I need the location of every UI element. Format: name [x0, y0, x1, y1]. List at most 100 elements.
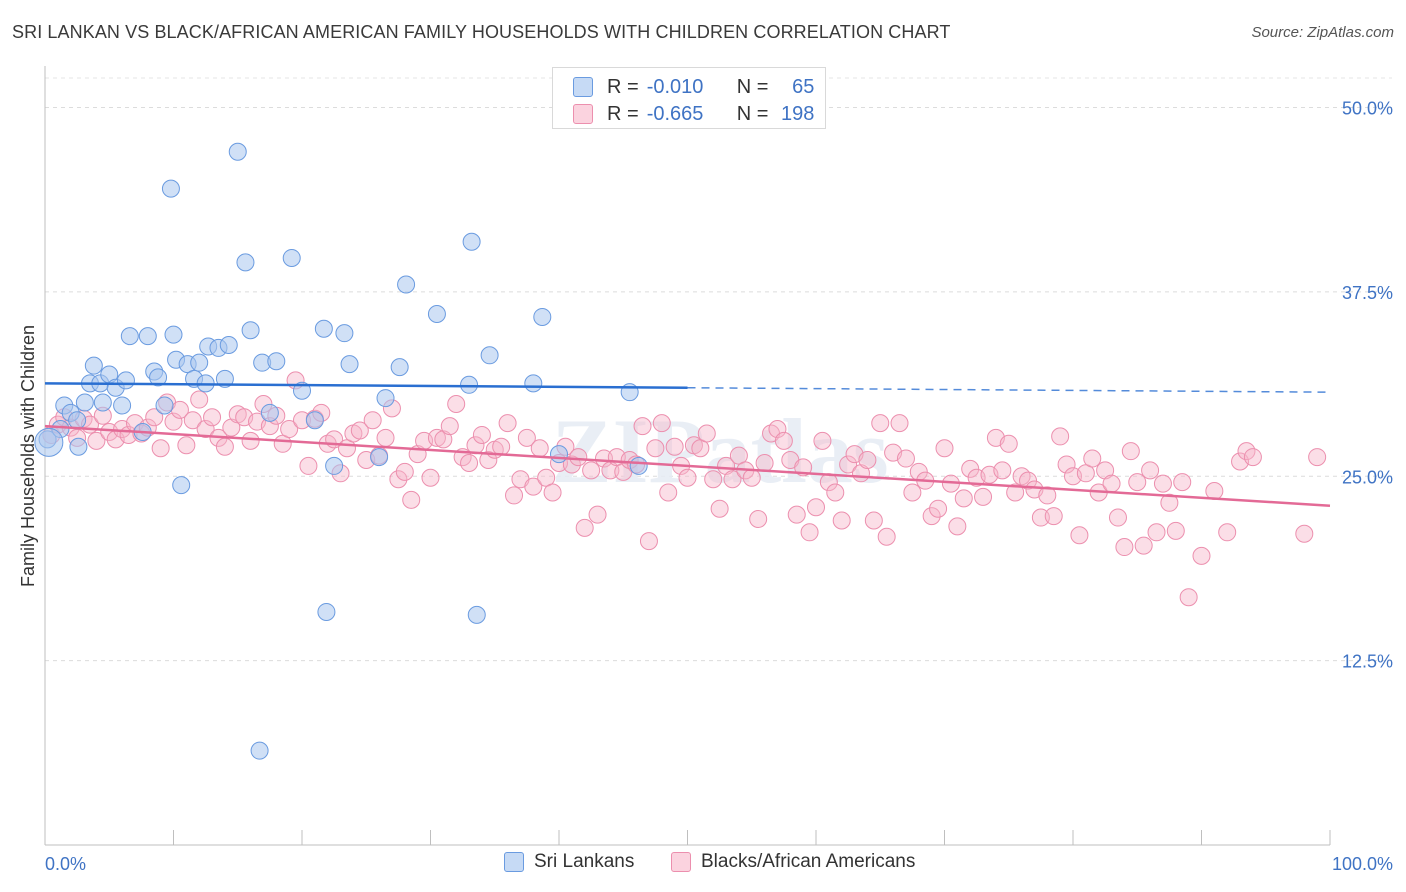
r-label: R =	[607, 75, 639, 98]
point-blacks	[1160, 493, 1179, 512]
point-blacks	[704, 470, 723, 489]
chart-title: SRI LANKAN VS BLACK/AFRICAN AMERICAN FAM…	[12, 22, 951, 42]
point-blacks	[183, 411, 202, 430]
point-blacks	[395, 462, 414, 481]
point-blacks	[376, 428, 395, 447]
point-blacks	[1205, 482, 1224, 500]
point-blacks	[652, 414, 671, 433]
point-blacks	[755, 453, 774, 472]
point-sri-lankans-large	[34, 427, 64, 457]
legend-label: Sri Lankans	[534, 851, 635, 872]
n-label: N =	[736, 102, 769, 125]
point-sri-lankans	[282, 248, 301, 267]
point-blacks	[1218, 523, 1237, 542]
point-blacks	[164, 412, 183, 431]
point-blacks	[575, 518, 594, 537]
point-blacks	[1038, 486, 1057, 505]
point-blacks	[498, 414, 517, 433]
point-blacks	[241, 431, 260, 450]
point-sri-lankans	[462, 232, 481, 251]
trend-line-sri-lankans	[44, 382, 688, 389]
x-tick-label: 0.0%	[45, 854, 86, 874]
point-blacks	[402, 490, 421, 509]
point-blacks	[280, 420, 299, 439]
point-sri-lankans	[172, 476, 191, 495]
point-blacks	[190, 390, 209, 409]
point-blacks	[530, 439, 549, 458]
point-blacks	[421, 468, 440, 487]
point-sri-lankans	[533, 307, 552, 326]
point-blacks	[903, 483, 922, 502]
point-sri-lankans	[629, 456, 648, 475]
bottom-legend: Sri Lankans Blacks/African Americans	[0, 851, 1406, 877]
point-blacks	[203, 408, 222, 427]
point-blacks	[864, 511, 883, 530]
point-blacks	[890, 414, 909, 433]
legend-label: Blacks/African Americans	[701, 851, 916, 872]
point-blacks	[723, 470, 742, 489]
stats-swatch-sri-lankans	[573, 77, 593, 97]
point-blacks	[1153, 474, 1172, 493]
point-sri-lankans	[524, 374, 543, 393]
point-blacks	[1128, 473, 1147, 492]
y-tick-label: 37.5%	[1342, 283, 1393, 303]
point-blacks	[447, 394, 466, 413]
point-sri-lankans	[460, 375, 479, 394]
point-sri-lankans	[75, 393, 94, 412]
point-blacks	[877, 527, 896, 546]
point-blacks	[492, 437, 511, 456]
point-blacks	[633, 417, 652, 436]
point-blacks	[922, 507, 941, 526]
point-sri-lankans	[250, 741, 269, 760]
trend-line-blacks	[44, 424, 1331, 507]
point-sri-lankans	[164, 325, 183, 344]
point-blacks	[999, 434, 1018, 453]
point-blacks	[1019, 471, 1038, 490]
data-points	[34, 142, 1327, 760]
point-blacks	[665, 437, 684, 456]
point-blacks	[1102, 474, 1121, 493]
legend-item-blacks[interactable]: Blacks/African Americans	[671, 851, 915, 873]
point-blacks	[1121, 442, 1140, 461]
r-value: -0.010	[646, 75, 704, 98]
point-blacks	[639, 532, 658, 551]
point-blacks	[1179, 588, 1198, 607]
point-blacks	[460, 453, 479, 472]
point-sri-lankans	[260, 403, 279, 422]
point-blacks	[1295, 524, 1314, 543]
point-sri-lankans	[370, 448, 389, 467]
point-blacks	[807, 498, 825, 517]
point-blacks	[582, 461, 601, 480]
point-blacks	[440, 417, 459, 436]
point-blacks	[954, 489, 973, 508]
point-sri-lankans	[317, 602, 336, 621]
point-blacks	[800, 523, 819, 542]
point-blacks	[826, 483, 845, 502]
point-blacks	[569, 448, 588, 467]
point-blacks	[145, 408, 164, 427]
point-sri-lankans	[325, 456, 344, 475]
point-blacks	[697, 424, 716, 443]
point-sri-lankans	[161, 179, 180, 198]
point-blacks	[871, 414, 890, 433]
point-blacks	[948, 517, 967, 536]
point-blacks	[1096, 461, 1115, 480]
point-sri-lankans	[480, 346, 499, 365]
point-blacks	[717, 456, 736, 475]
point-sri-lankans	[467, 605, 486, 624]
point-sri-lankans	[305, 411, 324, 430]
point-blacks	[1192, 546, 1211, 565]
point-sri-lankans	[236, 253, 255, 272]
point-blacks	[1308, 448, 1327, 467]
point-blacks	[1141, 461, 1160, 480]
point-blacks	[1051, 427, 1070, 446]
point-sri-lankans	[390, 358, 409, 377]
point-blacks	[1166, 521, 1185, 540]
point-sri-lankans	[113, 396, 132, 415]
point-blacks	[222, 418, 241, 437]
point-blacks	[832, 511, 851, 530]
point-blacks	[363, 411, 382, 430]
point-sri-lankans	[68, 411, 87, 430]
legend-item-sri-lankans[interactable]: Sri Lankans	[504, 851, 634, 873]
point-blacks	[961, 459, 980, 478]
